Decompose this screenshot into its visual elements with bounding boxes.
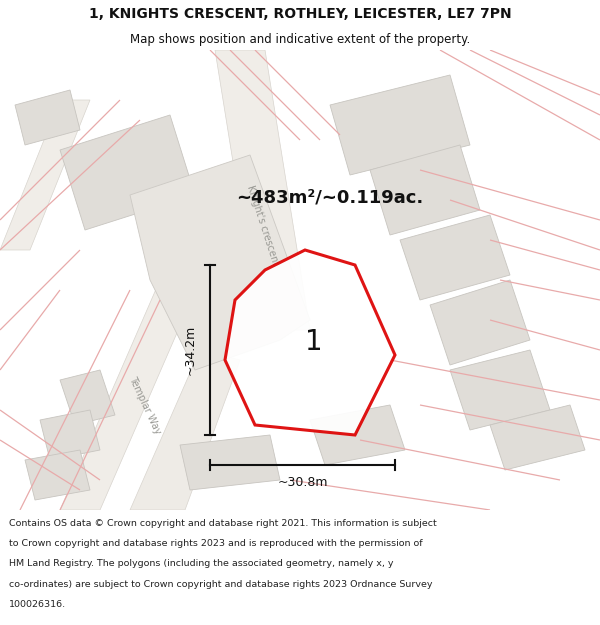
Text: 1, KNIGHTS CRESCENT, ROTHLEY, LEICESTER, LE7 7PN: 1, KNIGHTS CRESCENT, ROTHLEY, LEICESTER,… [89, 6, 511, 21]
Polygon shape [225, 250, 395, 435]
Polygon shape [130, 350, 240, 510]
Text: Contains OS data © Crown copyright and database right 2021. This information is : Contains OS data © Crown copyright and d… [9, 519, 437, 528]
Text: 100026316.: 100026316. [9, 600, 66, 609]
Polygon shape [180, 435, 280, 490]
Polygon shape [60, 280, 200, 510]
Polygon shape [60, 115, 195, 230]
Polygon shape [0, 100, 90, 250]
Polygon shape [490, 405, 585, 470]
Polygon shape [400, 215, 510, 300]
Polygon shape [25, 450, 90, 500]
Text: Knight's crescent: Knight's crescent [245, 184, 281, 266]
Polygon shape [370, 145, 480, 235]
Text: Templar Way: Templar Way [127, 374, 163, 436]
Text: co-ordinates) are subject to Crown copyright and database rights 2023 Ordnance S: co-ordinates) are subject to Crown copyr… [9, 579, 433, 589]
Polygon shape [310, 405, 405, 465]
Text: HM Land Registry. The polygons (including the associated geometry, namely x, y: HM Land Registry. The polygons (includin… [9, 559, 394, 569]
Text: ~30.8m: ~30.8m [277, 476, 328, 489]
Polygon shape [15, 90, 80, 145]
Text: to Crown copyright and database rights 2023 and is reproduced with the permissio: to Crown copyright and database rights 2… [9, 539, 422, 548]
Polygon shape [430, 280, 530, 365]
Polygon shape [60, 370, 115, 425]
Polygon shape [40, 410, 100, 460]
Text: ~483m²/~0.119ac.: ~483m²/~0.119ac. [236, 189, 424, 207]
Polygon shape [130, 155, 310, 370]
Polygon shape [330, 75, 470, 175]
Polygon shape [450, 350, 550, 430]
Polygon shape [215, 50, 310, 330]
Text: Map shows position and indicative extent of the property.: Map shows position and indicative extent… [130, 34, 470, 46]
Text: ~34.2m: ~34.2m [184, 325, 197, 375]
Text: 1: 1 [305, 329, 323, 356]
